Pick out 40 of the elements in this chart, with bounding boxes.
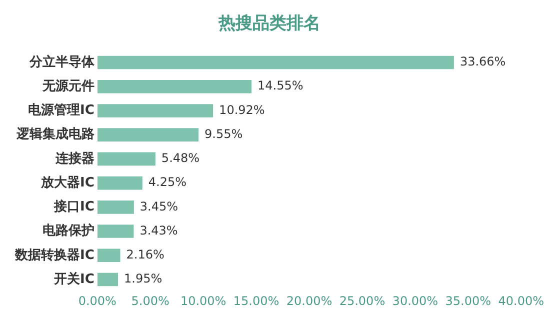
data-label: 5.48% bbox=[161, 151, 200, 166]
chart-title: 热搜品类排名 bbox=[218, 14, 320, 34]
data-label: 10.92% bbox=[219, 102, 265, 117]
y-tick-label: 放大器IC bbox=[40, 175, 94, 190]
data-label: 14.55% bbox=[258, 78, 304, 93]
data-label: 3.43% bbox=[140, 223, 178, 238]
x-tick-label: 40.00% bbox=[498, 294, 544, 308]
x-tick-label: 0.00% bbox=[78, 294, 116, 308]
y-tick-label: 接口IC bbox=[52, 198, 94, 215]
bar bbox=[97, 200, 134, 214]
x-tick-label: 30.00% bbox=[392, 294, 438, 308]
bar bbox=[97, 104, 214, 118]
bar bbox=[97, 248, 120, 262]
y-tick-label: 分立半导体 bbox=[28, 54, 96, 70]
data-label: 4.25% bbox=[148, 175, 187, 190]
bar bbox=[97, 128, 199, 142]
bar bbox=[97, 152, 156, 166]
bar bbox=[97, 56, 454, 70]
data-label: 1.95% bbox=[124, 272, 162, 286]
x-tick-label: 20.00% bbox=[286, 294, 332, 308]
y-tick-label: 电源管理IC bbox=[28, 103, 94, 118]
y-tick-label: 无源元件 bbox=[41, 78, 94, 94]
x-tick-label: 15.00% bbox=[233, 294, 280, 308]
x-tick-label: 25.00% bbox=[339, 294, 386, 308]
bar bbox=[97, 272, 118, 286]
bar bbox=[97, 176, 142, 190]
y-tick-label: 连接器 bbox=[54, 150, 94, 166]
data-label: 33.66% bbox=[460, 54, 506, 69]
y-tick-label: 开关IC bbox=[52, 270, 94, 287]
y-tick-label: 电路保护 bbox=[42, 222, 94, 239]
bar bbox=[97, 80, 252, 94]
x-tick-label: 35.00% bbox=[445, 294, 492, 308]
y-tick-label: 数据转换器IC bbox=[14, 248, 94, 263]
data-label: 9.55% bbox=[204, 126, 243, 141]
data-label: 2.16% bbox=[126, 248, 164, 262]
x-tick-label: 10.00% bbox=[180, 294, 226, 308]
data-label: 3.45% bbox=[140, 199, 178, 214]
x-tick-label: 5.00% bbox=[131, 294, 170, 308]
bar bbox=[97, 224, 134, 238]
y-tick-label: 逻辑集成电路 bbox=[15, 126, 94, 142]
